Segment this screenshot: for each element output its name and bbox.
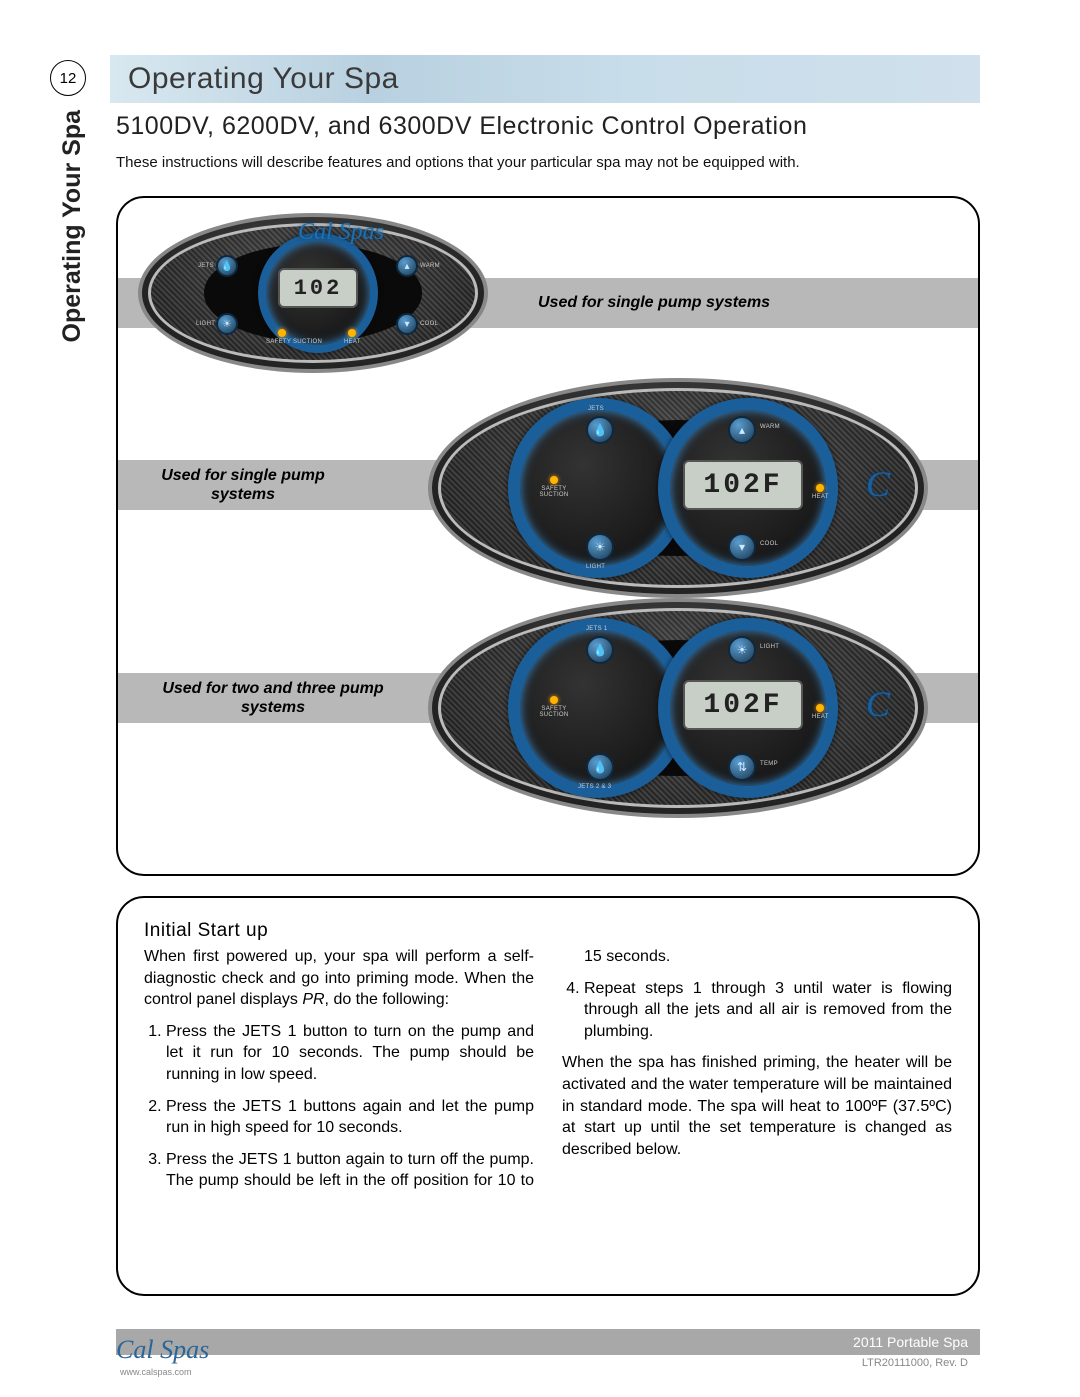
heat-label: HEAT bbox=[812, 714, 829, 720]
jets1-button[interactable]: 💧 bbox=[586, 636, 614, 664]
light-button[interactable]: ☀ bbox=[586, 533, 614, 561]
control-panel-6200dv: 102F C 💧 JETS ☀ LIGHT SAFETY SUCTION ▴ W… bbox=[428, 378, 928, 598]
startup-pr: PR bbox=[302, 991, 324, 1008]
header-title: Operating Your Spa bbox=[128, 62, 399, 96]
safety-label: SAFETY SUCTION bbox=[266, 339, 322, 345]
heat-label: HEAT bbox=[344, 339, 361, 345]
control-panel-6300dv: 102F C 💧 JETS 1 💧 JETS 2 & 3 SAFETY SUCT… bbox=[428, 598, 928, 818]
warm-label: WARM bbox=[760, 424, 780, 430]
footer-logo: Cal Spas bbox=[116, 1335, 209, 1365]
brand-logo: Cal Spas bbox=[298, 219, 384, 246]
temp-label: TEMP bbox=[760, 761, 778, 767]
light-button[interactable]: ☀ bbox=[728, 636, 756, 664]
subtitle: 5100DV, 6200DV, and 6300DV Electronic Co… bbox=[116, 112, 807, 141]
cool-label: COOL bbox=[760, 541, 778, 547]
startup-lead: When first powered up, your spa will per… bbox=[144, 946, 534, 1011]
safety-led bbox=[278, 329, 286, 337]
startup-columns: When first powered up, your spa will per… bbox=[144, 946, 952, 1192]
control-panel-5100dv: Cal Spas 102 💧 JETS ▴ WARM ☀ LIGHT ▾ COO… bbox=[138, 213, 488, 373]
brand-logo: C bbox=[866, 683, 890, 725]
jets1-label: JETS 1 bbox=[586, 626, 607, 632]
label-1-text: Used for single pump systems bbox=[538, 294, 770, 312]
warm-button[interactable]: ▴ bbox=[728, 416, 756, 444]
startup-step: Press the JETS 1 buttons again and let t… bbox=[166, 1096, 534, 1139]
startup-step: Repeat steps 1 through 3 until water is … bbox=[584, 978, 952, 1043]
lcd-display: 102 bbox=[278, 268, 358, 308]
cool-button[interactable]: ▾ bbox=[728, 533, 756, 561]
light-button[interactable]: ☀ bbox=[216, 313, 238, 335]
safety-label: SAFETY SUCTION bbox=[534, 486, 574, 498]
heat-led bbox=[816, 704, 824, 712]
footer-url: www.calspas.com bbox=[120, 1367, 192, 1377]
light-label: LIGHT bbox=[196, 321, 215, 327]
jets-button[interactable]: 💧 bbox=[216, 255, 238, 277]
cool-button[interactable]: ▾ bbox=[396, 313, 418, 335]
startup-closing: When the spa has finished priming, the h… bbox=[562, 1052, 952, 1160]
header-band: Operating Your Spa bbox=[110, 55, 980, 103]
cool-label: COOL bbox=[420, 321, 438, 327]
temp-button[interactable]: ⇅ bbox=[728, 753, 756, 781]
lcd-display: 102F bbox=[683, 680, 803, 730]
jets23-label: JETS 2 & 3 bbox=[578, 784, 611, 790]
lcd-display: 102F bbox=[683, 460, 803, 510]
control-panel-figure: Used for single pump systems Used for si… bbox=[116, 196, 980, 876]
safety-label: SAFETY SUCTION bbox=[534, 706, 574, 718]
footer-revision: LTR20111000, Rev. D bbox=[116, 1357, 980, 1369]
intro-text: These instructions will describe feature… bbox=[116, 154, 976, 171]
page-number: 12 bbox=[50, 60, 86, 96]
startup-step: Press the JETS 1 button to turn on the p… bbox=[166, 1021, 534, 1086]
warm-button[interactable]: ▴ bbox=[396, 255, 418, 277]
safety-led bbox=[550, 696, 558, 704]
warm-label: WARM bbox=[420, 263, 440, 269]
footer-band: 2011 Portable Spa bbox=[116, 1329, 980, 1355]
page-footer: Cal Spas www.calspas.com 2011 Portable S… bbox=[116, 1329, 980, 1369]
jets-label: JETS bbox=[198, 263, 214, 269]
footer-product: 2011 Portable Spa bbox=[853, 1334, 968, 1350]
jets23-button[interactable]: 💧 bbox=[586, 753, 614, 781]
light-label: LIGHT bbox=[586, 564, 605, 570]
page-number-text: 12 bbox=[60, 70, 77, 87]
side-tab-text: Operating Your Spa bbox=[58, 110, 87, 342]
jets-label: JETS bbox=[588, 406, 604, 412]
startup-section: Initial Start up When first powered up, … bbox=[116, 896, 980, 1296]
heat-led bbox=[816, 484, 824, 492]
startup-heading: Initial Start up bbox=[144, 920, 952, 942]
brand-logo: C bbox=[866, 463, 890, 505]
safety-led bbox=[550, 476, 558, 484]
label-3-text: Used for two and three pump systems bbox=[138, 679, 408, 717]
heat-led bbox=[348, 329, 356, 337]
heat-label: HEAT bbox=[812, 494, 829, 500]
light-label: LIGHT bbox=[760, 644, 779, 650]
startup-lead-2: , do the following: bbox=[325, 991, 450, 1008]
jets-button[interactable]: 💧 bbox=[586, 416, 614, 444]
label-2-text: Used for single pump systems bbox=[153, 466, 333, 504]
